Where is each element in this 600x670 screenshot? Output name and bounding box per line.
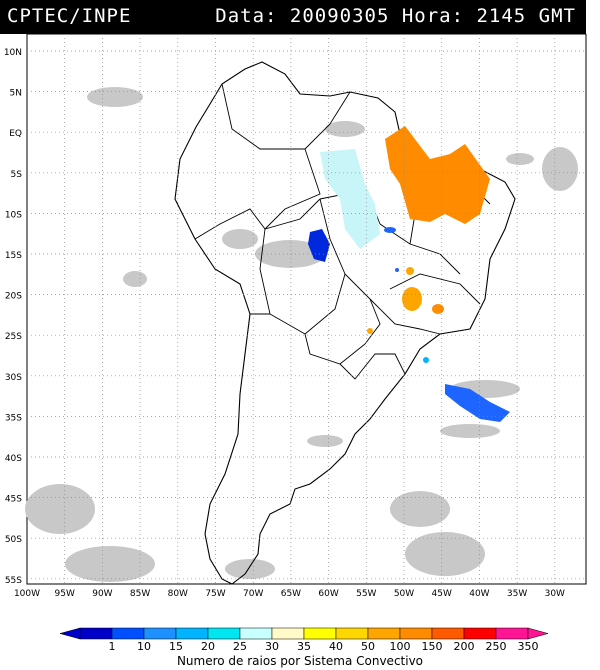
legend-swatch: [239, 627, 273, 640]
legend-swatch: [271, 627, 305, 640]
cloud-cover: [25, 87, 578, 582]
legend-tick-label: 150: [422, 640, 443, 653]
legend-tick-label: 25: [233, 640, 247, 653]
legend-swatch: [303, 627, 337, 640]
lat-label: 5S: [11, 170, 23, 180]
legend-title: Numero de raios por Sistema Convectivo: [176, 654, 424, 668]
lat-label: 40S: [5, 454, 22, 464]
lat-label: 50S: [5, 535, 22, 545]
legend-tick-label: 30: [265, 640, 279, 653]
legend-swatch: [463, 627, 497, 640]
legend-tick-label: 200: [454, 640, 475, 653]
lon-label: 45W: [432, 589, 452, 599]
lat-label: 20S: [5, 292, 22, 302]
lon-label: 80W: [168, 589, 188, 599]
lon-label: 95W: [55, 589, 75, 599]
legend-swatch: [79, 627, 113, 640]
legend-swatch: [495, 627, 529, 640]
legend-arrow-right: [527, 627, 549, 640]
lightning-clusters: [308, 126, 510, 422]
source-label: CPTEC/INPE: [7, 5, 132, 27]
lon-label: 35W: [507, 589, 527, 599]
legend-tick-label: 35: [297, 640, 311, 653]
map-frame: [26, 34, 587, 585]
legend-tick-label: 20: [201, 640, 215, 653]
coastline: [174, 61, 516, 585]
lat-label: 35S: [5, 413, 22, 423]
legend-tick-label: 100: [390, 640, 411, 653]
legend-tick-label: 350: [518, 640, 539, 653]
latitude-labels: 10N 5N EQ 5S 10S 15S 20S 25S 30S 35S 40S 45S 50S 55S: [4, 48, 22, 586]
legend-tick-label: 40: [329, 640, 343, 653]
map-header: CPTEC/INPE Data: 20090305 Hora: 2145 GMT: [0, 0, 586, 34]
datetime-label: Data: 20090305 Hora: 2145 GMT: [215, 5, 576, 27]
lon-label: 50W: [394, 589, 414, 599]
lon-label: 75W: [205, 589, 225, 599]
color-legend: 1 10 15 20 25 30 35 40 50 100 150 200 250 350: [59, 627, 549, 653]
legend-swatch: [431, 627, 465, 640]
longitude-labels: 100W 95W 90W 85W 80W 75W 70W 65W 60W 55W 50W 45W 40W…: [14, 589, 565, 599]
legend-swatch: [111, 627, 145, 640]
lon-label: 100W: [14, 589, 40, 599]
legend-tick-label: 15: [169, 640, 183, 653]
lat-label: 55S: [5, 576, 22, 586]
lon-label: 30W: [545, 589, 565, 599]
lat-label: 10S: [5, 210, 22, 220]
legend-tick-label: 10: [137, 640, 151, 653]
lat-label: 45S: [5, 495, 22, 505]
legend-swatch: [175, 627, 209, 640]
legend-tick-label: 1: [109, 640, 116, 653]
lat-label: 25S: [5, 332, 22, 342]
legend-swatch: [367, 627, 401, 640]
lon-label: 60W: [318, 589, 338, 599]
legend-tick-label: 50: [361, 640, 375, 653]
lon-label: 90W: [92, 589, 112, 599]
lat-label: 5N: [10, 89, 22, 99]
lat-label: 10N: [4, 48, 22, 58]
lon-label: 70W: [243, 589, 263, 599]
lon-label: 65W: [281, 589, 301, 599]
legend-tick-label: 250: [486, 640, 507, 653]
lightning-map: 10N5NEQ5S10S15S20S25S30S35S40S45S50S55S …: [4, 34, 587, 653]
legend-swatch: [207, 627, 241, 640]
lat-label: 15S: [5, 251, 22, 261]
lat-label: EQ: [9, 129, 22, 139]
legend-swatch: [399, 627, 433, 640]
legend-swatch: [143, 627, 177, 640]
lon-label: 55W: [356, 589, 376, 599]
legend-arrow-left: [59, 627, 81, 640]
lat-label: 30S: [5, 373, 22, 383]
lon-label: 85W: [130, 589, 150, 599]
legend-swatch: [335, 627, 369, 640]
lon-label: 40W: [469, 589, 489, 599]
